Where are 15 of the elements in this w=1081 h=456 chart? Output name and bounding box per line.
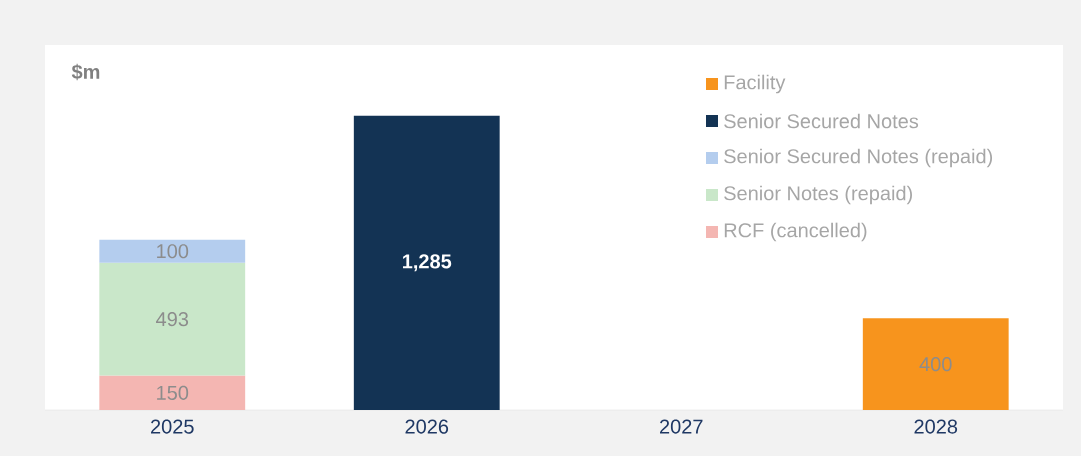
- x-tick-label: 2026: [405, 419, 449, 434]
- legend-label: Facility: [724, 74, 786, 94]
- data-label: 1,285: [402, 254, 452, 272]
- legend-label: Senior Notes (repaid): [724, 185, 912, 205]
- data-label: 493: [156, 312, 189, 327]
- legend-label: RCF (cancelled): [724, 222, 867, 242]
- data-label: 150: [157, 385, 189, 400]
- legend-label: Senior Secured Notes: [724, 113, 919, 129]
- legend-label: Senior Secured Notes (repaid): [724, 148, 993, 168]
- x-tick-label: 2028: [914, 419, 958, 434]
- x-tick-label: 2027: [660, 419, 703, 434]
- data-label: 100: [157, 244, 189, 259]
- y-axis-title: $m: [71, 63, 100, 81]
- data-label: 400: [919, 357, 952, 372]
- x-tick-label: 2025: [151, 419, 194, 434]
